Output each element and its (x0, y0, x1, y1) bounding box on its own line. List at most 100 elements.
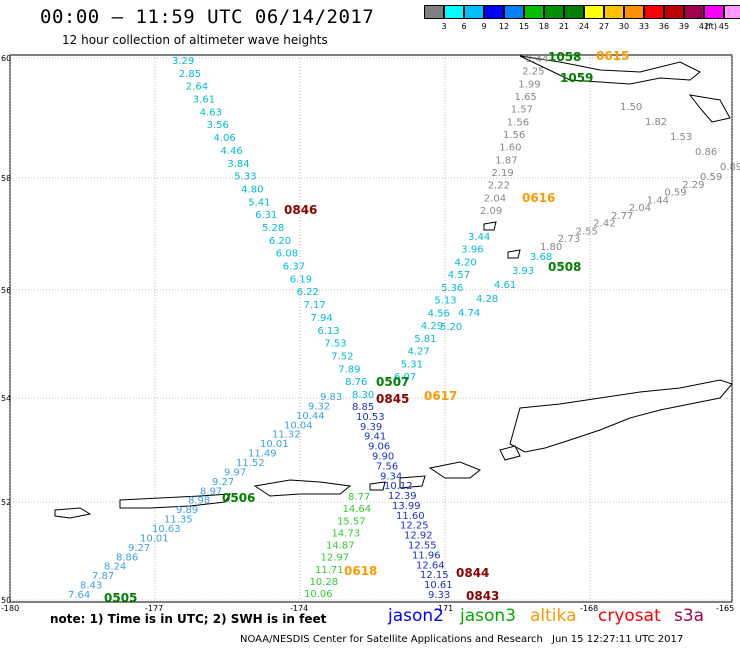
wave-height-label: 11.32 (272, 430, 301, 441)
wave-height-label: 7.64 (68, 590, 90, 601)
wave-height-label: 10.04 (284, 420, 313, 431)
time-tag: 0615 (596, 49, 629, 63)
color-swatch (604, 5, 624, 19)
credit-line: NOAA/NESDIS Center for Satellite Applica… (240, 634, 543, 645)
coastlines (54, 55, 733, 519)
wave-height-label: 5.36 (441, 283, 463, 294)
wave-height-label: 2.22 (488, 181, 510, 192)
st-paul-island (483, 221, 497, 231)
alaska-peninsula (509, 379, 733, 453)
lat-label: 58 (1, 174, 11, 183)
wave-height-label: 11.49 (248, 449, 277, 460)
time-tag: 0617 (424, 389, 457, 403)
wave-height-label: 7.56 (376, 461, 398, 472)
color-swatch (464, 5, 484, 19)
wave-height-label: 4.63 (200, 107, 222, 118)
wave-height-label: 8.43 (80, 581, 102, 592)
wave-height-label: 9.32 (308, 401, 330, 412)
color-swatch (664, 5, 684, 19)
wave-height-label: 2.42 (593, 219, 615, 230)
wave-height-label: 3.61 (193, 95, 215, 106)
color-tick-label: 42 (698, 22, 710, 31)
color-tick-label: 15 (518, 22, 530, 31)
wave-height-label: 9.41 (364, 432, 386, 443)
wave-height-label: 2.73 (558, 234, 580, 245)
wave-height-label: 5.31 (401, 359, 423, 370)
near-islands (54, 507, 92, 519)
wave-height-label: 4.27 (408, 347, 430, 358)
wave-height-label: 1.87 (495, 155, 517, 166)
rat-islands (119, 493, 231, 509)
wave-height-label: 3.29 (172, 56, 194, 67)
track-labels: 3.29 2.85 2.64 3.614.63 3.56 4.06 4.46 3.84 5.33… (68, 49, 740, 605)
wave-height-label: 1.65 (515, 92, 537, 103)
wave-height-label: 12.39 (388, 491, 417, 502)
legend-cryosat: cryosat (598, 606, 661, 626)
andreanof-islands (253, 479, 352, 497)
wave-height-label: 4.46 (221, 146, 243, 157)
wave-height-label: 0.89 (720, 162, 740, 173)
wave-height-label: 2.25 (522, 67, 544, 78)
wave-height-label: 9.39 (360, 422, 382, 433)
time-tag: 0507 (376, 375, 409, 389)
wave-height-label: 6.31 (255, 210, 277, 221)
fox-islands (428, 461, 481, 479)
wave-height-label: 10.01 (260, 439, 289, 450)
color-tick-label: 18 (538, 22, 550, 31)
wave-height-label: 2.44 (526, 54, 548, 65)
time-tag: 0846 (284, 203, 317, 217)
wave-height-label: 2.19 (492, 168, 514, 179)
wave-height-label: 9.27 (212, 477, 234, 488)
wave-height-label: 12.64 (416, 560, 445, 571)
lon-label: -168 (580, 604, 598, 613)
time-tag: 0843 (466, 589, 499, 603)
wave-height-label: 7.52 (331, 352, 353, 363)
wave-height-label: 0.59 (700, 172, 722, 183)
wave-height-label: 4.06 (214, 133, 236, 144)
wave-height-label: 10.61 (424, 580, 453, 591)
lat-label: 52 (1, 498, 11, 507)
wave-height-label: 1.56 (503, 130, 525, 141)
axis-labels: -180 -177 -174 -171 -168 -165 60 58 56 54 52 50 (1, 54, 734, 613)
wave-height-label: 4.28 (476, 294, 498, 305)
time-tag: 0506 (222, 491, 255, 505)
wave-height-label: 9.97 (224, 467, 246, 478)
wave-height-label: 2.09 (480, 206, 502, 217)
wave-height-label: 1.82 (645, 117, 667, 128)
color-tick-label: 6 (461, 22, 467, 31)
wave-height-label: 6.13 (317, 326, 339, 337)
wave-height-label: 5.41 (248, 197, 270, 208)
color-swatch (584, 5, 604, 19)
wave-height-label: 3.56 (207, 120, 229, 131)
wave-height-label: 1.57 (511, 105, 533, 116)
wave-height-label: 1.80 (540, 242, 562, 253)
color-tick-label: 21 (558, 22, 570, 31)
wave-height-label: 6.07 (394, 372, 416, 383)
wave-height-label: 9.34 (380, 471, 402, 482)
wave-height-label: 9.90 (372, 452, 394, 463)
alaska-coast (519, 55, 701, 85)
time-tag: 0845 (376, 392, 409, 406)
wave-height-label: 12.55 (408, 541, 437, 552)
wave-height-label: 1.44 (647, 195, 669, 206)
wave-height-label: 15.57 (337, 516, 366, 527)
time-tag: 1058 (548, 50, 581, 64)
wave-height-label: 10.44 (296, 411, 325, 422)
color-swatch (704, 5, 724, 19)
wave-height-label: 12.92 (404, 531, 433, 542)
wave-height-label: 1.60 (499, 143, 521, 154)
wave-height-label: 8.86 (116, 552, 138, 563)
color-swatch (544, 5, 564, 19)
wave-height-label: 0.86 (695, 147, 717, 158)
time-tag: 0616 (522, 191, 555, 205)
wave-height-label: 2.04 (484, 193, 506, 204)
time-tag: 1059 (560, 71, 593, 85)
wave-height-label: 2.77 (611, 211, 633, 222)
wave-height-label: 9.89 (176, 505, 198, 516)
time-tag: 0505 (104, 591, 137, 605)
wave-height-label: 7.87 (92, 571, 114, 582)
color-swatch (524, 5, 544, 19)
wave-height-label: 1.50 (620, 102, 642, 113)
wave-height-label: 8.85 (352, 402, 374, 413)
wave-height-label: 3.93 (512, 266, 534, 277)
